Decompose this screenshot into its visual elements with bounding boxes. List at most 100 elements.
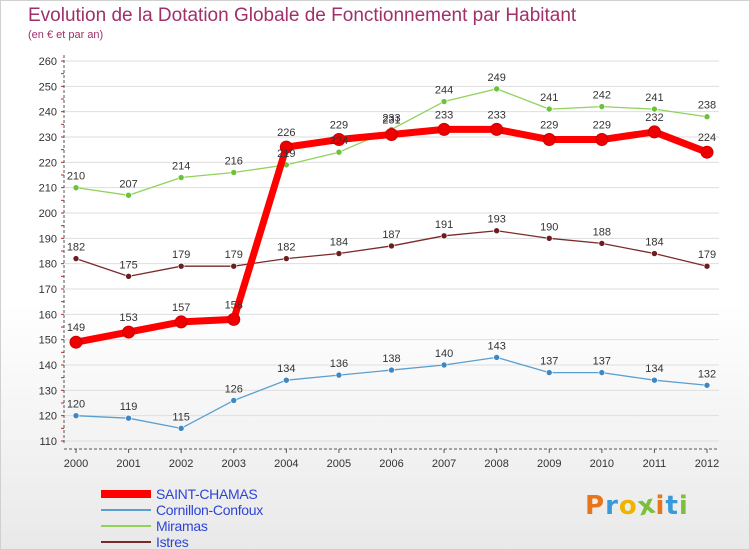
- data-point-cornillon-confoux: [440, 361, 448, 369]
- data-label-saint-chamas: 233: [487, 109, 505, 121]
- y-tick-label: 150: [39, 335, 57, 347]
- data-point-cornillon-confoux: [283, 376, 290, 384]
- data-point-istres: [335, 250, 343, 257]
- data-label-saint-chamas: 229: [593, 120, 611, 132]
- data-label-cornillon-confoux: 119: [120, 401, 138, 413]
- data-point-istres: [493, 227, 500, 235]
- data-point-saint-chamas: [279, 140, 293, 154]
- data-point-cornillon-confoux: [125, 414, 132, 422]
- data-label-cornillon-confoux: 137: [593, 356, 611, 368]
- data-label-miramas: 242: [593, 90, 611, 102]
- data-label-miramas: 233: [382, 112, 400, 124]
- x-tick-label: 2005: [327, 458, 351, 470]
- data-label-saint-chamas: 229: [330, 120, 348, 132]
- y-tick-label: 230: [39, 132, 57, 144]
- data-point-miramas: [230, 169, 238, 176]
- data-point-istres: [283, 255, 290, 262]
- logo-letter: r: [605, 491, 619, 521]
- data-point-istres: [545, 235, 553, 242]
- x-tick-label: 2008: [484, 458, 508, 470]
- data-label-miramas: 238: [698, 100, 716, 112]
- data-point-istres: [440, 232, 448, 240]
- data-label-istres: 191: [435, 219, 453, 231]
- x-tick-label: 2009: [537, 458, 561, 470]
- data-label-saint-chamas: 231: [382, 114, 400, 126]
- x-tick-label: 2000: [64, 458, 88, 470]
- data-label-miramas: 241: [540, 92, 558, 104]
- data-point-cornillon-confoux: [335, 371, 343, 379]
- data-label-miramas: 214: [172, 161, 190, 173]
- data-point-miramas: [177, 174, 185, 181]
- logo-letter: i: [655, 491, 666, 521]
- data-point-saint-chamas: [332, 133, 346, 147]
- data-point-istres: [651, 250, 658, 257]
- data-label-miramas: 224: [330, 135, 348, 147]
- data-point-istres: [598, 240, 606, 247]
- data-label-istres: 184: [330, 237, 348, 249]
- x-tick-label: 2010: [590, 458, 614, 470]
- data-point-saint-chamas: [437, 122, 451, 136]
- data-label-istres: 179: [698, 249, 716, 261]
- y-tick-label: 160: [39, 309, 57, 321]
- data-label-saint-chamas: 224: [698, 132, 716, 144]
- data-point-miramas: [440, 98, 448, 105]
- data-label-miramas: 249: [487, 72, 505, 84]
- legend-swatch: [101, 541, 151, 543]
- data-point-saint-chamas: [122, 325, 136, 339]
- data-label-istres: 193: [487, 214, 505, 226]
- y-tick-label: 140: [39, 360, 57, 372]
- logo-letter: t: [665, 491, 679, 521]
- data-label-cornillon-confoux: 115: [172, 411, 190, 423]
- data-point-miramas: [651, 105, 658, 113]
- data-label-cornillon-confoux: 140: [435, 348, 453, 360]
- y-tick-label: 130: [39, 385, 57, 397]
- data-label-cornillon-confoux: 143: [487, 340, 505, 352]
- series-line-miramas: [75, 88, 708, 196]
- data-point-cornillon-confoux: [545, 369, 553, 376]
- data-point-saint-chamas: [542, 133, 556, 147]
- data-label-istres: 184: [645, 237, 663, 249]
- data-point-saint-chamas: [174, 315, 188, 329]
- data-label-cornillon-confoux: 136: [330, 358, 348, 370]
- data-label-saint-chamas: 226: [277, 127, 295, 139]
- data-label-cornillon-confoux: 120: [67, 399, 85, 411]
- legend-label: Cornillon-Confoux: [156, 502, 263, 518]
- chart-subtitle: (en € et par an): [28, 29, 104, 41]
- data-point-cornillon-confoux: [177, 425, 185, 432]
- data-point-saint-chamas: [647, 125, 661, 139]
- x-tick-label: 2002: [169, 458, 193, 470]
- data-label-miramas: 216: [225, 155, 243, 167]
- data-label-istres: 175: [119, 259, 137, 271]
- x-tick-label: 2006: [379, 458, 403, 470]
- data-point-istres: [125, 273, 132, 280]
- data-point-miramas: [703, 113, 711, 121]
- data-point-cornillon-confoux: [230, 397, 238, 404]
- data-point-istres: [703, 262, 711, 270]
- data-point-miramas: [493, 85, 500, 93]
- x-tick-label: 2007: [432, 458, 456, 470]
- data-label-istres: 182: [67, 242, 85, 254]
- data-label-cornillon-confoux: 132: [698, 368, 716, 380]
- data-label-saint-chamas: 232: [645, 112, 663, 124]
- data-point-istres: [230, 262, 238, 270]
- data-point-saint-chamas: [490, 122, 504, 136]
- data-label-saint-chamas: 158: [225, 299, 243, 311]
- data-point-saint-chamas: [595, 133, 609, 147]
- y-tick-label: 250: [39, 81, 57, 93]
- data-label-miramas: 219: [277, 148, 295, 160]
- y-tick-label: 240: [39, 107, 57, 119]
- data-label-istres: 182: [277, 242, 295, 254]
- data-point-cornillon-confoux: [388, 366, 395, 374]
- data-point-cornillon-confoux: [703, 381, 711, 389]
- data-label-cornillon-confoux: 138: [382, 353, 400, 365]
- data-label-miramas: 241: [645, 92, 663, 104]
- data-label-cornillon-confoux: 134: [277, 363, 295, 375]
- y-tick-label: 180: [39, 259, 57, 271]
- y-tick-label: 200: [39, 208, 57, 220]
- x-tick-label: 2003: [222, 458, 246, 470]
- x-tick-label: 2011: [643, 458, 667, 470]
- data-label-saint-chamas: 233: [435, 109, 453, 121]
- data-point-saint-chamas: [385, 127, 398, 141]
